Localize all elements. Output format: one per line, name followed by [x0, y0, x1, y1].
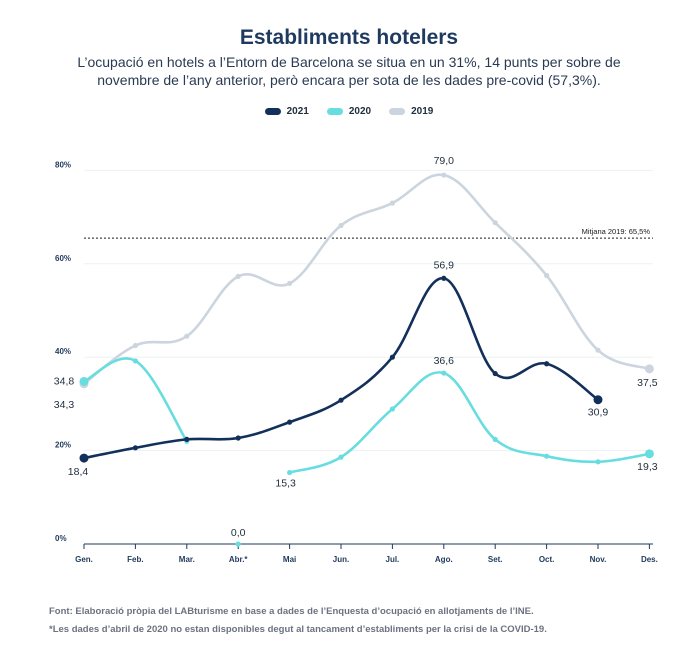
data-point-2019 [184, 333, 190, 339]
legend-label-2020: 2020 [348, 106, 372, 117]
data-point-2021 [593, 395, 603, 405]
data-point-2021 [338, 397, 344, 403]
data-label: 15,3 [275, 478, 296, 490]
data-label: 37,5 [637, 377, 658, 389]
data-label: 79,0 [434, 155, 455, 167]
legend-swatch-2019 [389, 108, 406, 115]
legend-swatch-2020 [326, 108, 343, 115]
data-point-2020 [79, 376, 89, 386]
data-point-2019 [492, 220, 498, 226]
data-point-2019 [287, 280, 293, 287]
y-tick-label: 80% [55, 160, 71, 169]
data-point-2019 [338, 222, 344, 229]
x-tick-label: Mai [283, 555, 296, 564]
x-tick-label: Oct. [539, 555, 555, 564]
data-point-2019 [544, 272, 550, 279]
series-line-2021 [82, 276, 600, 460]
x-tick-label: Des. [641, 555, 658, 564]
series-line-2020 [82, 357, 189, 443]
x-tick-label: Abr.* [229, 555, 249, 564]
data-point-2020 [441, 370, 447, 376]
data-label: 56,9 [434, 259, 455, 271]
y-tick-label: 60% [55, 254, 71, 263]
data-point-2020 [544, 453, 550, 459]
data-point-2021 [287, 419, 293, 425]
legend: 2021 2020 2019 [0, 106, 698, 117]
x-tick-label: Jul. [386, 555, 400, 564]
data-point-2020 [235, 541, 241, 547]
x-tick-label: Set. [488, 555, 503, 564]
legend-item-2021[interactable]: 2021 [264, 106, 309, 117]
data-label: 34,3 [54, 399, 75, 411]
data-point-2020 [132, 358, 138, 364]
availability-note: *Les dades d’abril de 2020 no estan disp… [49, 624, 547, 635]
data-point-2019 [441, 172, 447, 178]
data-label: 30,9 [588, 407, 609, 419]
data-point-2020 [389, 406, 395, 412]
legend-label-2019: 2019 [411, 106, 434, 117]
chart-subtitle: L’ocupació en hotels a l’Entorn de Barce… [77, 54, 621, 88]
data-point-2021 [544, 361, 550, 367]
y-tick-label: 20% [55, 441, 71, 450]
data-point-2021 [79, 453, 89, 463]
data-point-2019 [644, 364, 654, 374]
data-point-2021 [184, 436, 190, 442]
data-point-2021 [132, 445, 138, 451]
data-point-2020 [492, 436, 498, 442]
data-point-2021 [492, 370, 498, 377]
data-label: 36,6 [434, 355, 455, 367]
reference-line-label: Mitjana 2019: 65,5% [582, 227, 651, 236]
legend-item-2019[interactable]: 2019 [389, 106, 433, 117]
legend-label-2021: 2021 [286, 106, 309, 117]
source-note: Font: Elaboració pròpia del LABturisme e… [49, 606, 534, 617]
data-point-2019 [132, 342, 138, 349]
data-point-2021 [389, 354, 395, 360]
y-tick-label: 40% [55, 347, 71, 356]
series-line-2020 [288, 371, 651, 474]
data-point-2020 [287, 469, 293, 476]
data-point-2020 [644, 449, 654, 459]
data-label: 0,0 [231, 527, 246, 539]
legend-item-2020[interactable]: 2020 [326, 106, 372, 117]
data-point-2019 [595, 347, 601, 353]
data-point-2021 [441, 275, 447, 281]
x-tick-label: Jun. [333, 555, 349, 564]
x-tick-label: Ago. [435, 555, 453, 564]
legend-swatch-2021 [264, 108, 281, 115]
series-line-2019 [82, 173, 651, 386]
x-tick-label: Nov. [590, 555, 607, 564]
data-point-2020 [338, 454, 344, 460]
data-point-2019 [389, 200, 395, 206]
data-point-2019 [235, 273, 241, 280]
data-label: 34,8 [54, 375, 75, 387]
x-tick-label: Gen. [75, 555, 93, 564]
chart-title: Establiments hotelers [239, 26, 459, 49]
data-point-2020 [595, 459, 601, 465]
data-point-2021 [235, 435, 241, 441]
x-tick-label: Feb. [127, 555, 143, 564]
x-tick-label: Mar. [179, 555, 195, 564]
y-tick-label: 0% [55, 534, 67, 543]
data-label: 18,4 [68, 466, 89, 478]
data-label: 19,3 [637, 461, 658, 473]
